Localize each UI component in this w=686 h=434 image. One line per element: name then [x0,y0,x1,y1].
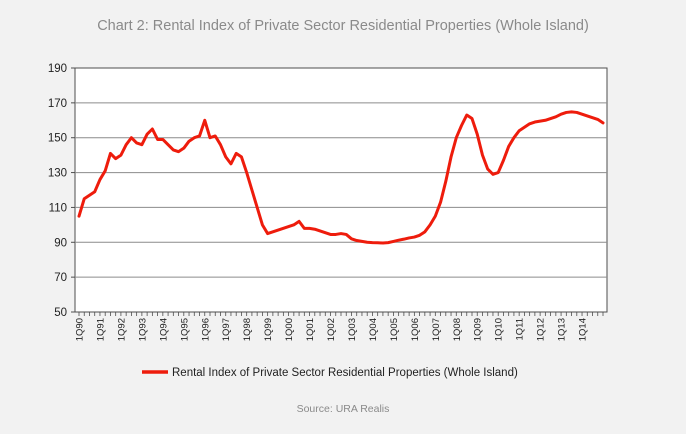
x-tick-label: 1Q92 [116,318,127,341]
x-tick-label: 1Q91 [95,318,106,341]
x-tick-label: 1Q96 [200,318,211,341]
x-tick-label: 1Q95 [179,318,190,341]
x-tick-label: 1Q97 [221,318,232,341]
x-tick-label: 1Q08 [452,318,463,341]
y-tick-label: 190 [48,63,67,75]
plot-area [74,67,608,313]
x-tick-label: 1Q07 [431,318,442,341]
y-tick-label: 90 [54,237,67,249]
y-tick-label: 50 [54,307,67,319]
chart-title: Chart 2: Rental Index of Private Sector … [97,18,589,34]
x-tick-label: 1Q11 [515,318,526,341]
x-tick-label: 1Q90 [75,318,86,341]
x-tick-label: 1Q06 [410,318,421,341]
series-line [77,110,605,245]
chart-source: Source: URA Realis [296,403,390,415]
legend-label: Rental Index of Private Sector Residenti… [172,367,518,379]
x-tick-label: 1Q14 [578,318,589,341]
y-tick-label: 150 [48,133,67,145]
x-tick-label: 1Q03 [347,318,358,341]
x-tick-label: 1Q04 [368,318,379,341]
x-tick-label: 1Q99 [263,318,274,341]
y-tick-label: 110 [49,202,67,214]
x-tick-label: 1Q93 [137,318,148,341]
x-tick-label: 1Q02 [326,318,337,341]
x-tick-label: 1Q94 [158,318,169,341]
y-tick-label: 170 [48,98,67,110]
x-tick-label: 1Q98 [242,318,253,341]
x-tick-label: 1Q05 [389,318,400,341]
x-tick-label: 1Q13 [557,318,568,341]
x-tick-label: 1Q00 [284,318,295,341]
x-tick-label: 1Q10 [494,318,505,341]
y-tick-label: 70 [54,272,67,284]
y-tick-label: 130 [48,168,67,180]
x-tick-label: 1Q09 [473,318,484,341]
x-tick-label: 1Q12 [536,318,547,341]
x-tick-label: 1Q01 [305,318,316,341]
